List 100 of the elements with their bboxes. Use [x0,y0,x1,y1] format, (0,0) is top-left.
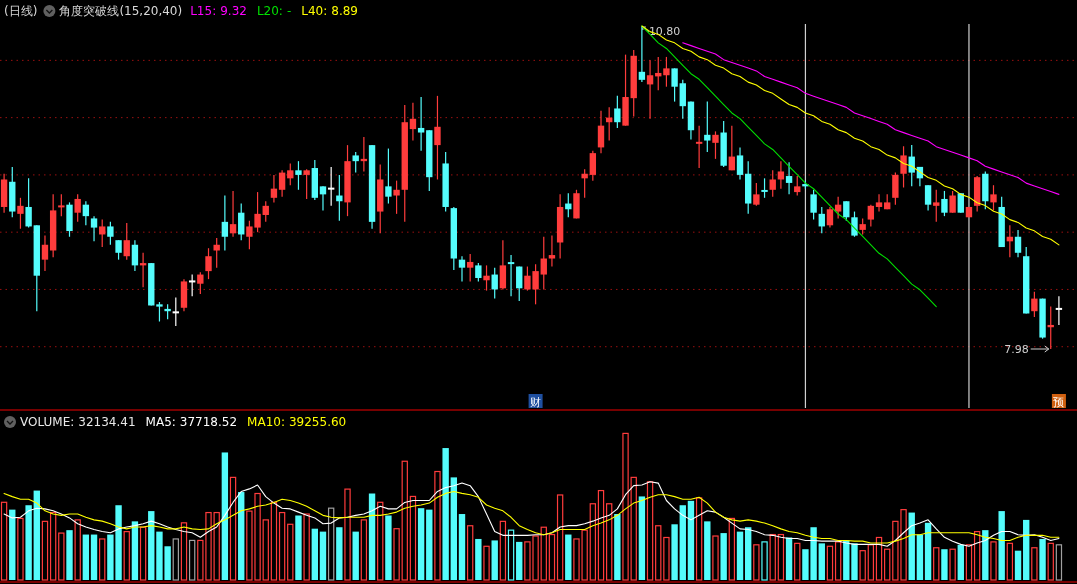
bar [499,520,507,581]
bar [589,503,597,581]
bar [826,545,834,581]
bar [556,494,564,581]
bar [728,517,736,581]
text: 9.32 [220,4,247,18]
bar [655,525,662,581]
text: L15: [190,4,217,18]
bar [344,488,351,581]
bar [475,538,482,580]
bar [540,526,547,581]
bar [434,470,441,581]
bar [82,534,90,580]
text: - [286,4,292,18]
bar [409,495,417,581]
bar [319,531,327,580]
bar [148,511,155,580]
text: MA10: [247,415,285,429]
bar [516,541,523,580]
bar [794,542,801,581]
bar [123,531,130,581]
bar [287,523,294,581]
bar [385,515,392,580]
bar [973,531,981,581]
bar [139,526,147,581]
bar [9,509,16,580]
bar [172,538,179,581]
bar [66,530,73,580]
bar [605,503,613,581]
bar [466,525,474,581]
bar [859,550,866,581]
bar [982,530,989,580]
bar [336,527,343,580]
bar [1055,544,1063,581]
bar [785,537,793,580]
bar [834,541,842,581]
bar [1047,542,1054,581]
bar [1031,547,1038,581]
annotation: 10.80 [648,25,681,38]
bar [1039,538,1046,580]
bar [867,544,875,581]
bar [188,539,196,581]
bar [327,507,335,581]
bar [1014,550,1022,580]
bar [295,515,302,580]
bar [1006,542,1014,581]
bar [393,528,400,581]
bar [262,519,269,581]
bar [957,544,964,580]
bar [99,538,106,581]
text: L40: [301,4,328,18]
bar [745,527,752,580]
bar [965,544,973,581]
bar [769,533,776,581]
bar [614,514,621,580]
bar [753,544,760,581]
bar [924,522,932,580]
bar [229,476,237,581]
text: 37718.52 [179,415,238,429]
text: 32134.41 [78,415,136,429]
bar [548,533,556,581]
bar [736,531,744,580]
text: MA5: [145,415,176,429]
bar [442,448,449,580]
bar [41,520,49,581]
bar [377,501,384,581]
bar [270,501,278,581]
bar [74,519,81,581]
bar [1023,519,1030,580]
bar [646,481,654,581]
bar [458,514,466,580]
bar [90,534,98,580]
bar [695,497,703,581]
bar [25,505,32,580]
bar [401,460,408,581]
bar [916,534,924,580]
bar [908,512,915,580]
text: 8.89 [331,4,358,18]
bar [278,511,286,581]
chart-title: (日线) [4,4,38,18]
bar [33,490,40,580]
bar [507,529,515,581]
bar [417,508,425,580]
bar [712,535,719,581]
bar [949,548,956,581]
bar [352,531,359,580]
bar [483,545,490,581]
bar [679,505,686,580]
bar [990,541,997,581]
bar [491,540,498,580]
annotation: 7.98 [1004,343,1029,356]
bar [720,533,727,580]
bar [663,536,670,581]
bar [565,534,572,580]
text: VOLUME: [20,415,75,429]
bar [303,513,310,581]
bar [450,477,458,580]
bar [941,549,948,580]
bar [671,524,678,580]
bar [704,521,711,580]
